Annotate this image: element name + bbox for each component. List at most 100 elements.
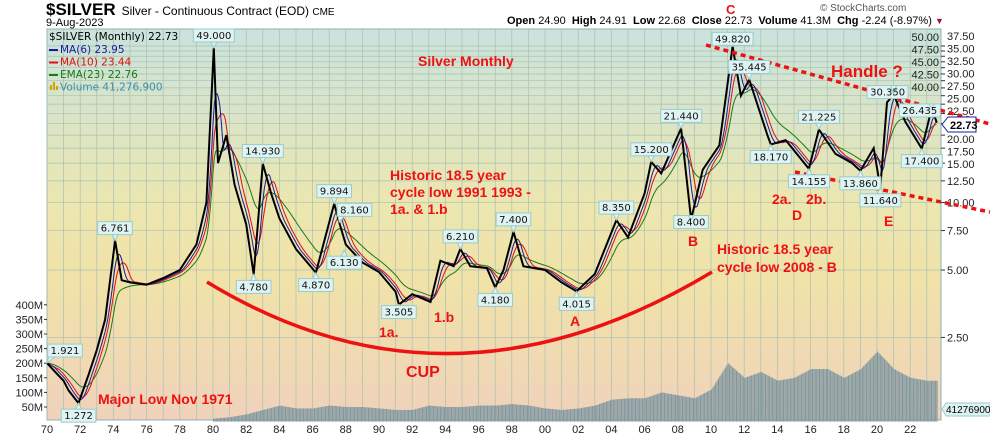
volume-bar	[479, 405, 482, 422]
volume-bar	[467, 406, 469, 422]
callout-label: 8.160	[340, 205, 369, 216]
volume-bar	[265, 409, 267, 422]
volume-bar	[255, 411, 257, 422]
volume-bar	[572, 408, 574, 422]
volume-bar	[356, 407, 358, 422]
high-label: High	[571, 15, 597, 27]
callout-label: 8.400	[677, 218, 706, 229]
volume-bar	[874, 354, 876, 422]
volume-bar	[262, 409, 264, 422]
callout-label: 4.015	[562, 299, 591, 310]
volume-bar	[513, 404, 515, 422]
volume-bar	[506, 404, 508, 422]
volume-bar	[302, 408, 305, 422]
callout: 8.400	[673, 215, 709, 230]
volume-bar	[421, 407, 423, 422]
volume-bar	[585, 407, 587, 422]
volume-bar	[770, 377, 772, 422]
callout: 21.440	[660, 108, 703, 130]
volume-bar	[723, 369, 725, 422]
volume-bar	[683, 396, 685, 422]
volume-bar	[477, 405, 479, 422]
volume-bar	[594, 405, 596, 422]
volume-bar	[484, 405, 486, 422]
volume-bar	[728, 364, 731, 422]
callout-pointer	[572, 290, 581, 298]
ema23-swatch	[49, 74, 58, 76]
volume-bar	[856, 371, 858, 422]
y-tick-label: 10.00	[947, 198, 975, 210]
x-tick-label: 12	[738, 424, 750, 436]
volume-bar	[669, 393, 671, 422]
volume-bar	[774, 379, 776, 422]
y-tick-label: 7.50	[947, 226, 968, 238]
volume-bar	[600, 403, 602, 422]
volume-bar	[531, 406, 533, 422]
volume-bar	[806, 371, 808, 422]
volume-bar	[578, 408, 580, 422]
volume-bar	[904, 374, 906, 422]
volume-bar	[522, 405, 524, 422]
volume-bar	[280, 405, 282, 422]
volume-bar	[338, 406, 340, 422]
volume-bar	[326, 406, 328, 422]
volume-bar	[239, 415, 241, 422]
legend-ema23: EMA(23) 22.76	[60, 69, 138, 81]
annotation-historic1-l1: Historic 18.5 year	[390, 167, 507, 183]
volume-bar	[391, 409, 393, 422]
volume-bar	[911, 378, 913, 422]
callout-pointer	[337, 215, 346, 224]
volume-bar	[269, 408, 271, 422]
annotation-E: E	[884, 213, 893, 229]
volume-bar	[665, 393, 667, 422]
volume-bar	[886, 361, 888, 422]
low-label: Low	[633, 15, 656, 27]
callout-label: 14.155	[791, 177, 826, 188]
callout-label: 6.210	[446, 232, 475, 243]
volume-bar	[662, 392, 664, 422]
volume-bar	[327, 405, 329, 422]
callout: 6.761	[97, 221, 133, 242]
volume-bar	[650, 396, 652, 422]
volume-bar	[691, 397, 693, 422]
volume-bar	[749, 375, 751, 422]
volume-bar	[218, 418, 220, 422]
volume-bar	[481, 405, 483, 422]
volume-bar	[258, 411, 260, 422]
volume-bar	[551, 409, 554, 422]
volume-bar	[279, 405, 281, 422]
volume-bar	[634, 398, 637, 422]
callout-box	[898, 103, 941, 118]
volume-bar	[473, 406, 475, 422]
volume-bar	[740, 374, 742, 422]
volume-bar	[769, 376, 771, 422]
x-tick-label: 70	[41, 424, 53, 436]
volume-bar	[536, 407, 538, 422]
volume-bar	[348, 407, 350, 422]
volume-bar	[586, 407, 588, 422]
y-tick-label: 15.00	[947, 159, 975, 171]
x-tick-label: 84	[273, 424, 285, 436]
volume-bar	[445, 407, 447, 422]
volume-bar	[791, 378, 793, 422]
volume-bar	[550, 408, 552, 422]
volume-bar	[726, 365, 728, 422]
volume-bar	[705, 392, 707, 422]
callout: 30.350	[866, 85, 909, 100]
callout: 1.921	[46, 343, 83, 365]
volume-bar	[250, 413, 252, 422]
exchange: CME	[312, 7, 335, 18]
volume-bar	[817, 369, 819, 422]
callout-pointer	[918, 147, 926, 156]
description: Silver - Continuous Contract (EOD) CME	[122, 5, 335, 19]
volume-bar	[722, 371, 724, 422]
volume-bar	[908, 377, 910, 422]
callout-pointer	[612, 213, 621, 222]
volume-bar	[802, 373, 804, 422]
volume-bar	[623, 398, 625, 422]
volume-bar	[719, 376, 721, 422]
volume-bar	[557, 409, 559, 422]
volume-bar	[448, 407, 450, 422]
volume-bar	[275, 406, 277, 422]
